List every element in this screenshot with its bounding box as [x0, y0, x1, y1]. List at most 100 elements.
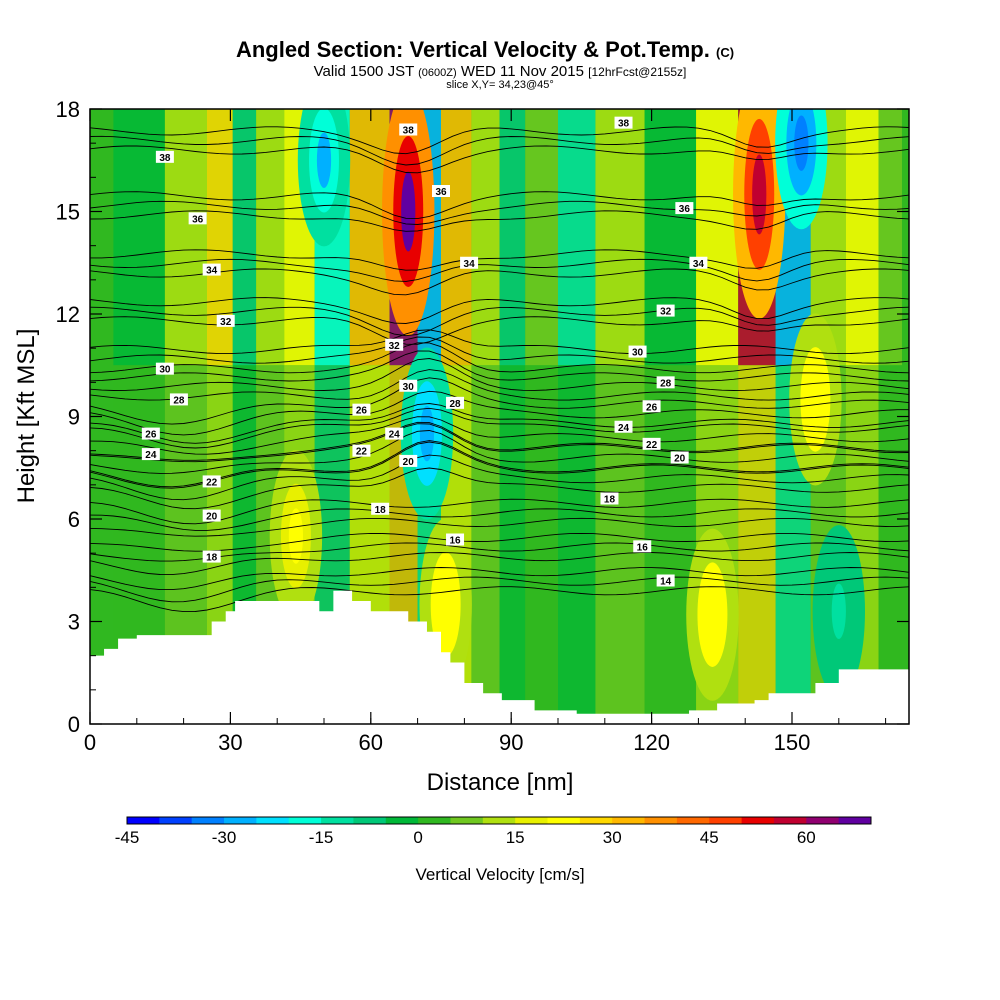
- contour-label-text: 38: [618, 119, 630, 130]
- contour-label: 26: [141, 427, 160, 441]
- x-tick-label: 60: [359, 730, 383, 755]
- velocity-cell-core: [438, 576, 453, 633]
- velocity-column-upper: [471, 109, 500, 366]
- contour-label-text: 18: [604, 495, 616, 506]
- colorbar-swatch: [838, 817, 872, 824]
- isentrope-line: [90, 336, 909, 364]
- colorbar-swatch: [353, 817, 387, 824]
- colorbar-label: Vertical Velocity [cm/s]: [415, 865, 584, 884]
- contour-label-box: [141, 448, 160, 461]
- velocity-column-lower: [558, 365, 596, 724]
- colorbar-tick-label: 15: [506, 828, 525, 847]
- colorbar-swatch: [482, 817, 516, 824]
- isentrope-line: [90, 403, 909, 444]
- isentrope-line: [90, 576, 909, 603]
- contour-label-box: [385, 427, 404, 440]
- contour-label-box: [399, 454, 418, 467]
- isentrope-line: [90, 467, 909, 510]
- contour-label-text: 24: [618, 423, 630, 434]
- colorbar-tick-label: 0: [413, 828, 422, 847]
- contour-label-text: 34: [464, 259, 476, 270]
- velocity-column-upper: [696, 109, 739, 366]
- colorbar-swatch: [773, 817, 807, 824]
- contour-label-text: 28: [660, 378, 672, 389]
- contour-label: 32: [656, 304, 675, 318]
- isentrope-line: [90, 517, 909, 537]
- contour-label-text: 30: [632, 348, 644, 359]
- x-tick-label: 120: [633, 730, 670, 755]
- contour-label: 30: [155, 362, 174, 376]
- velocity-column-upper: [256, 109, 285, 366]
- y-tick-label: 12: [56, 302, 80, 327]
- contour-label: 34: [689, 256, 708, 270]
- colorbar-swatch: [709, 817, 743, 824]
- contour-label: 36: [432, 185, 450, 198]
- contour-label-text: 20: [403, 457, 415, 468]
- isentrope-line: [90, 508, 909, 531]
- contour-label: 34: [460, 256, 479, 270]
- contour-label: 38: [399, 123, 418, 137]
- isentrope-line: [90, 329, 909, 355]
- velocity-column-upper: [525, 109, 558, 366]
- isentrope-line: [90, 407, 909, 449]
- contour-label: 26: [642, 400, 661, 413]
- colorbar-swatch: [450, 817, 484, 824]
- contour-label-text: 38: [403, 126, 415, 137]
- velocity-cell-core: [316, 132, 332, 188]
- contour-label-box: [670, 451, 689, 464]
- contour-label-text: 18: [206, 553, 218, 564]
- contour-label-box: [352, 444, 371, 457]
- velocity-column-upper: [164, 109, 207, 366]
- contour-label: 18: [600, 492, 619, 506]
- y-tick-label: 18: [56, 97, 80, 122]
- contour-label-text: 24: [145, 450, 157, 461]
- contour-label: 16: [446, 533, 465, 547]
- contour-label-box: [633, 540, 652, 553]
- contour-label: 24: [141, 448, 160, 461]
- colorbar-tick-label: -45: [115, 828, 140, 847]
- velocity-cell-core: [752, 154, 767, 235]
- isentrope-line: [90, 377, 909, 425]
- contour-label-text: 24: [389, 430, 401, 441]
- colorbar-swatch: [741, 817, 775, 824]
- contour-label-text: 36: [435, 187, 447, 198]
- contour-label-box: [656, 574, 675, 587]
- contour-label-text: 22: [646, 440, 658, 451]
- contour-label: 16: [633, 540, 652, 553]
- vertical-velocity-field: [90, 109, 909, 724]
- velocity-cell-core: [401, 171, 416, 252]
- velocity-cell-core: [288, 508, 304, 564]
- isentrope-line: [90, 191, 909, 220]
- contour-label: 38: [614, 116, 633, 130]
- contour-label: 32: [385, 338, 404, 352]
- contour-label: 14: [656, 574, 675, 588]
- colorbar-swatch: [579, 817, 613, 824]
- contour-label-box: [202, 550, 221, 563]
- contour-label-box: [446, 396, 465, 409]
- x-tick-label: 90: [499, 730, 523, 755]
- chart-subtitle: Valid 1500 JST (0600Z) WED 11 Nov 2015 […: [314, 63, 687, 80]
- colorbar-swatch: [321, 817, 354, 824]
- contour-labels: 14 16 16 18 18 18 20 20 20 22 22 22 24 24 24 26 26 26 28 28…: [141, 116, 708, 588]
- contour-label: 38: [155, 150, 174, 164]
- terrain-shape: [90, 590, 909, 724]
- contour-label: 30: [628, 345, 647, 359]
- x-tick-label: 150: [774, 730, 811, 755]
- colorbar-swatch: [159, 817, 193, 824]
- isentrope-line: [90, 358, 909, 391]
- colorbar-swatch: [676, 817, 710, 824]
- colorbar-swatch: [256, 817, 290, 824]
- contour-label-box: [385, 338, 404, 351]
- isentrope-line: [90, 249, 909, 271]
- contour-label-box: [628, 345, 647, 358]
- colorbar-tick-label: -15: [309, 828, 334, 847]
- contour-label-box: [446, 533, 465, 546]
- colorbar-swatch: [224, 817, 257, 824]
- colorbar-tick-label: -30: [212, 828, 237, 847]
- velocity-column-upper: [499, 109, 526, 366]
- isentrope-line: [90, 441, 909, 489]
- velocity-column-lower: [644, 365, 697, 724]
- contour-label-text: 30: [403, 382, 415, 393]
- colorbar-tick-label: 45: [700, 828, 719, 847]
